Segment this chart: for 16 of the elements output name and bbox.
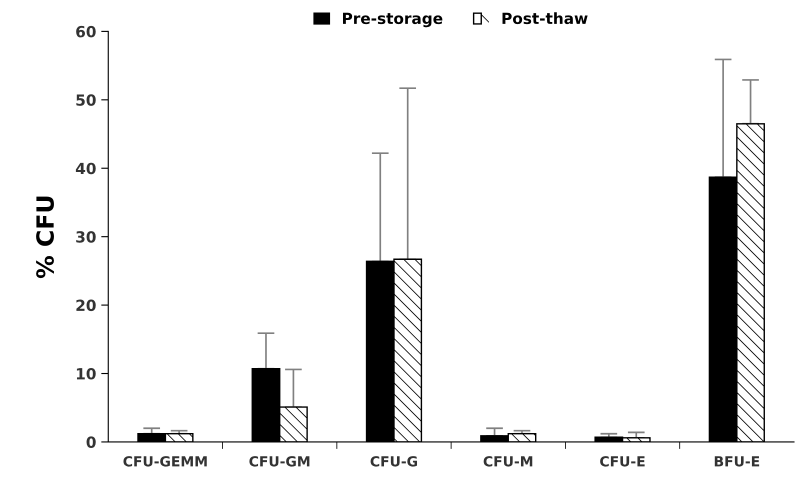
- x-tick-label: CFU-M: [484, 456, 532, 467]
- legend-label: Post-thaw: [502, 12, 588, 24]
- y-tick-label: 0: [86, 436, 96, 448]
- y-tick-label: 40: [76, 162, 96, 174]
- y-tick-label: 10: [76, 368, 96, 380]
- x-tick-label: CFU-G: [370, 456, 418, 467]
- x-tick-label: CFU-GEMM: [123, 456, 207, 467]
- y-tick-label: 20: [76, 300, 96, 312]
- x-tick-label: BFU-E: [714, 456, 760, 467]
- y-tick-label: 50: [76, 94, 96, 106]
- y-tick-label: 30: [76, 231, 96, 243]
- y-axis-title: % CFU: [36, 196, 54, 278]
- x-tick-label: CFU-E: [600, 456, 645, 467]
- x-tick-label: CFU-GM: [249, 456, 310, 467]
- y-tick-label: 60: [76, 26, 96, 38]
- legend-label: Pre-storage: [343, 12, 442, 28]
